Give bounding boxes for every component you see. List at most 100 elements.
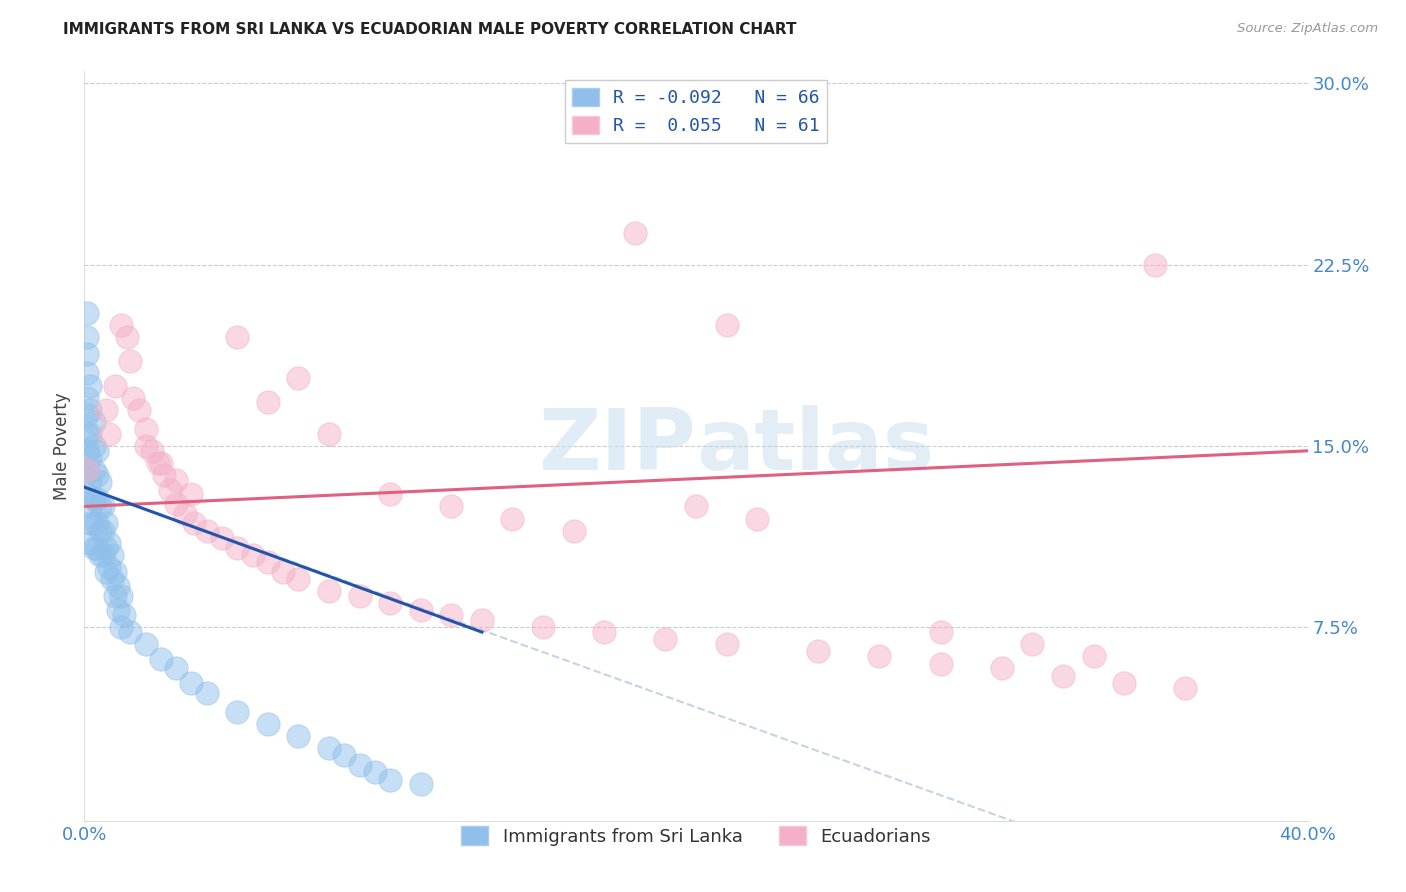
Point — [94, 541, 117, 555]
Point — [211, 531, 233, 545]
Point — [349, 758, 371, 772]
Point — [110, 318, 132, 333]
Point — [195, 524, 218, 538]
Point — [79, 451, 101, 466]
Point — [380, 596, 402, 610]
Point — [76, 330, 98, 344]
Point — [929, 657, 952, 671]
Point — [174, 507, 197, 521]
Point — [287, 371, 309, 385]
Point — [929, 625, 952, 640]
Point — [83, 463, 105, 477]
Point — [79, 500, 101, 514]
Point — [807, 644, 830, 658]
Point — [83, 439, 105, 453]
Point — [502, 511, 524, 525]
Point — [79, 402, 101, 417]
Point — [104, 589, 127, 603]
Point — [1143, 258, 1166, 272]
Point — [257, 395, 280, 409]
Point — [76, 426, 98, 441]
Point — [76, 443, 98, 458]
Point — [195, 685, 218, 699]
Point — [79, 535, 101, 549]
Point — [257, 555, 280, 569]
Point — [104, 378, 127, 392]
Point — [76, 347, 98, 361]
Point — [86, 443, 108, 458]
Point — [101, 572, 124, 586]
Point — [97, 559, 120, 574]
Point — [89, 500, 111, 514]
Point — [180, 487, 202, 501]
Point — [86, 541, 108, 555]
Point — [380, 772, 402, 787]
Point — [94, 402, 117, 417]
Point — [86, 516, 108, 531]
Point — [135, 422, 157, 436]
Point — [89, 475, 111, 490]
Point — [257, 717, 280, 731]
Point — [91, 500, 114, 514]
Point — [153, 468, 176, 483]
Point — [110, 589, 132, 603]
Point — [287, 572, 309, 586]
Point — [624, 227, 647, 241]
Point — [135, 637, 157, 651]
Legend: Immigrants from Sri Lanka, Ecuadorians: Immigrants from Sri Lanka, Ecuadorians — [454, 819, 938, 853]
Point — [747, 511, 769, 525]
Point — [716, 318, 738, 333]
Point — [83, 415, 105, 429]
Point — [76, 487, 98, 501]
Point — [349, 589, 371, 603]
Point — [440, 608, 463, 623]
Point — [79, 475, 101, 490]
Y-axis label: Male Poverty: Male Poverty — [53, 392, 72, 500]
Point — [226, 541, 249, 555]
Point — [531, 620, 554, 634]
Point — [76, 463, 98, 477]
Point — [1052, 668, 1074, 682]
Point — [76, 306, 98, 320]
Point — [165, 473, 187, 487]
Point — [94, 565, 117, 579]
Point — [226, 705, 249, 719]
Point — [76, 367, 98, 381]
Text: ZIP: ZIP — [538, 404, 696, 488]
Point — [120, 625, 142, 640]
Point — [1174, 681, 1197, 695]
Point — [183, 516, 205, 531]
Text: Source: ZipAtlas.com: Source: ZipAtlas.com — [1237, 22, 1378, 36]
Point — [333, 748, 356, 763]
Point — [380, 487, 402, 501]
Point — [287, 729, 309, 743]
Point — [562, 524, 585, 538]
Point — [97, 426, 120, 441]
Point — [149, 456, 172, 470]
Point — [135, 439, 157, 453]
Point — [128, 402, 150, 417]
Point — [83, 516, 105, 531]
Point — [86, 468, 108, 483]
Point — [654, 632, 676, 647]
Point — [79, 378, 101, 392]
Point — [76, 391, 98, 405]
Point — [165, 497, 187, 511]
Point — [97, 535, 120, 549]
Point — [409, 603, 432, 617]
Point — [89, 548, 111, 562]
Point — [83, 541, 105, 555]
Point — [120, 354, 142, 368]
Point — [79, 516, 101, 531]
Point — [271, 565, 294, 579]
Point — [101, 548, 124, 562]
Point — [115, 330, 138, 344]
Point — [180, 676, 202, 690]
Point — [104, 565, 127, 579]
Point — [1021, 637, 1043, 651]
Point — [991, 661, 1014, 675]
Point — [165, 661, 187, 675]
Point — [79, 426, 101, 441]
Text: IMMIGRANTS FROM SRI LANKA VS ECUADORIAN MALE POVERTY CORRELATION CHART: IMMIGRANTS FROM SRI LANKA VS ECUADORIAN … — [63, 22, 797, 37]
Point — [318, 426, 340, 441]
